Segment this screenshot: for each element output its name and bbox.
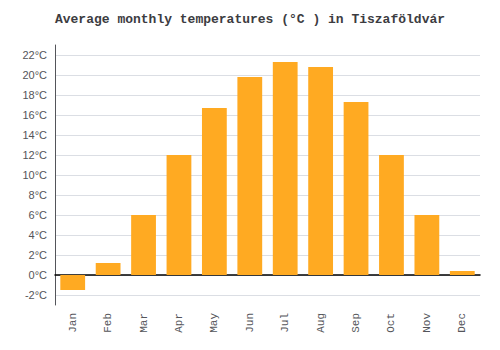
svg-text:2°C: 2°C [29,249,48,261]
svg-text:Oct: Oct [385,313,397,333]
svg-text:Dec: Dec [456,313,468,333]
svg-text:14°C: 14°C [22,129,47,141]
svg-text:Mar: Mar [138,313,150,333]
svg-text:6°C: 6°C [29,209,48,221]
svg-text:20°C: 20°C [22,69,47,81]
svg-text:Sep: Sep [350,313,362,333]
svg-text:0°C: 0°C [29,269,48,281]
svg-text:May: May [208,313,220,333]
svg-text:10°C: 10°C [22,169,47,181]
svg-text:Apr: Apr [173,313,185,333]
svg-text:18°C: 18°C [22,89,47,101]
svg-text:-2°C: -2°C [25,289,47,301]
svg-text:Feb: Feb [102,313,114,333]
svg-text:Aug: Aug [315,313,327,333]
svg-text:Jun: Jun [244,313,256,333]
svg-text:4°C: 4°C [29,229,48,241]
svg-text:16°C: 16°C [22,109,47,121]
svg-text:8°C: 8°C [29,189,48,201]
svg-text:12°C: 12°C [22,149,47,161]
svg-text:Average monthly temperatures (: Average monthly temperatures (°C ) in Ti… [55,12,445,27]
svg-text:Nov: Nov [421,313,433,333]
svg-text:22°C: 22°C [22,49,47,61]
svg-text:Jan: Jan [67,313,79,333]
svg-text:Jul: Jul [279,313,291,333]
